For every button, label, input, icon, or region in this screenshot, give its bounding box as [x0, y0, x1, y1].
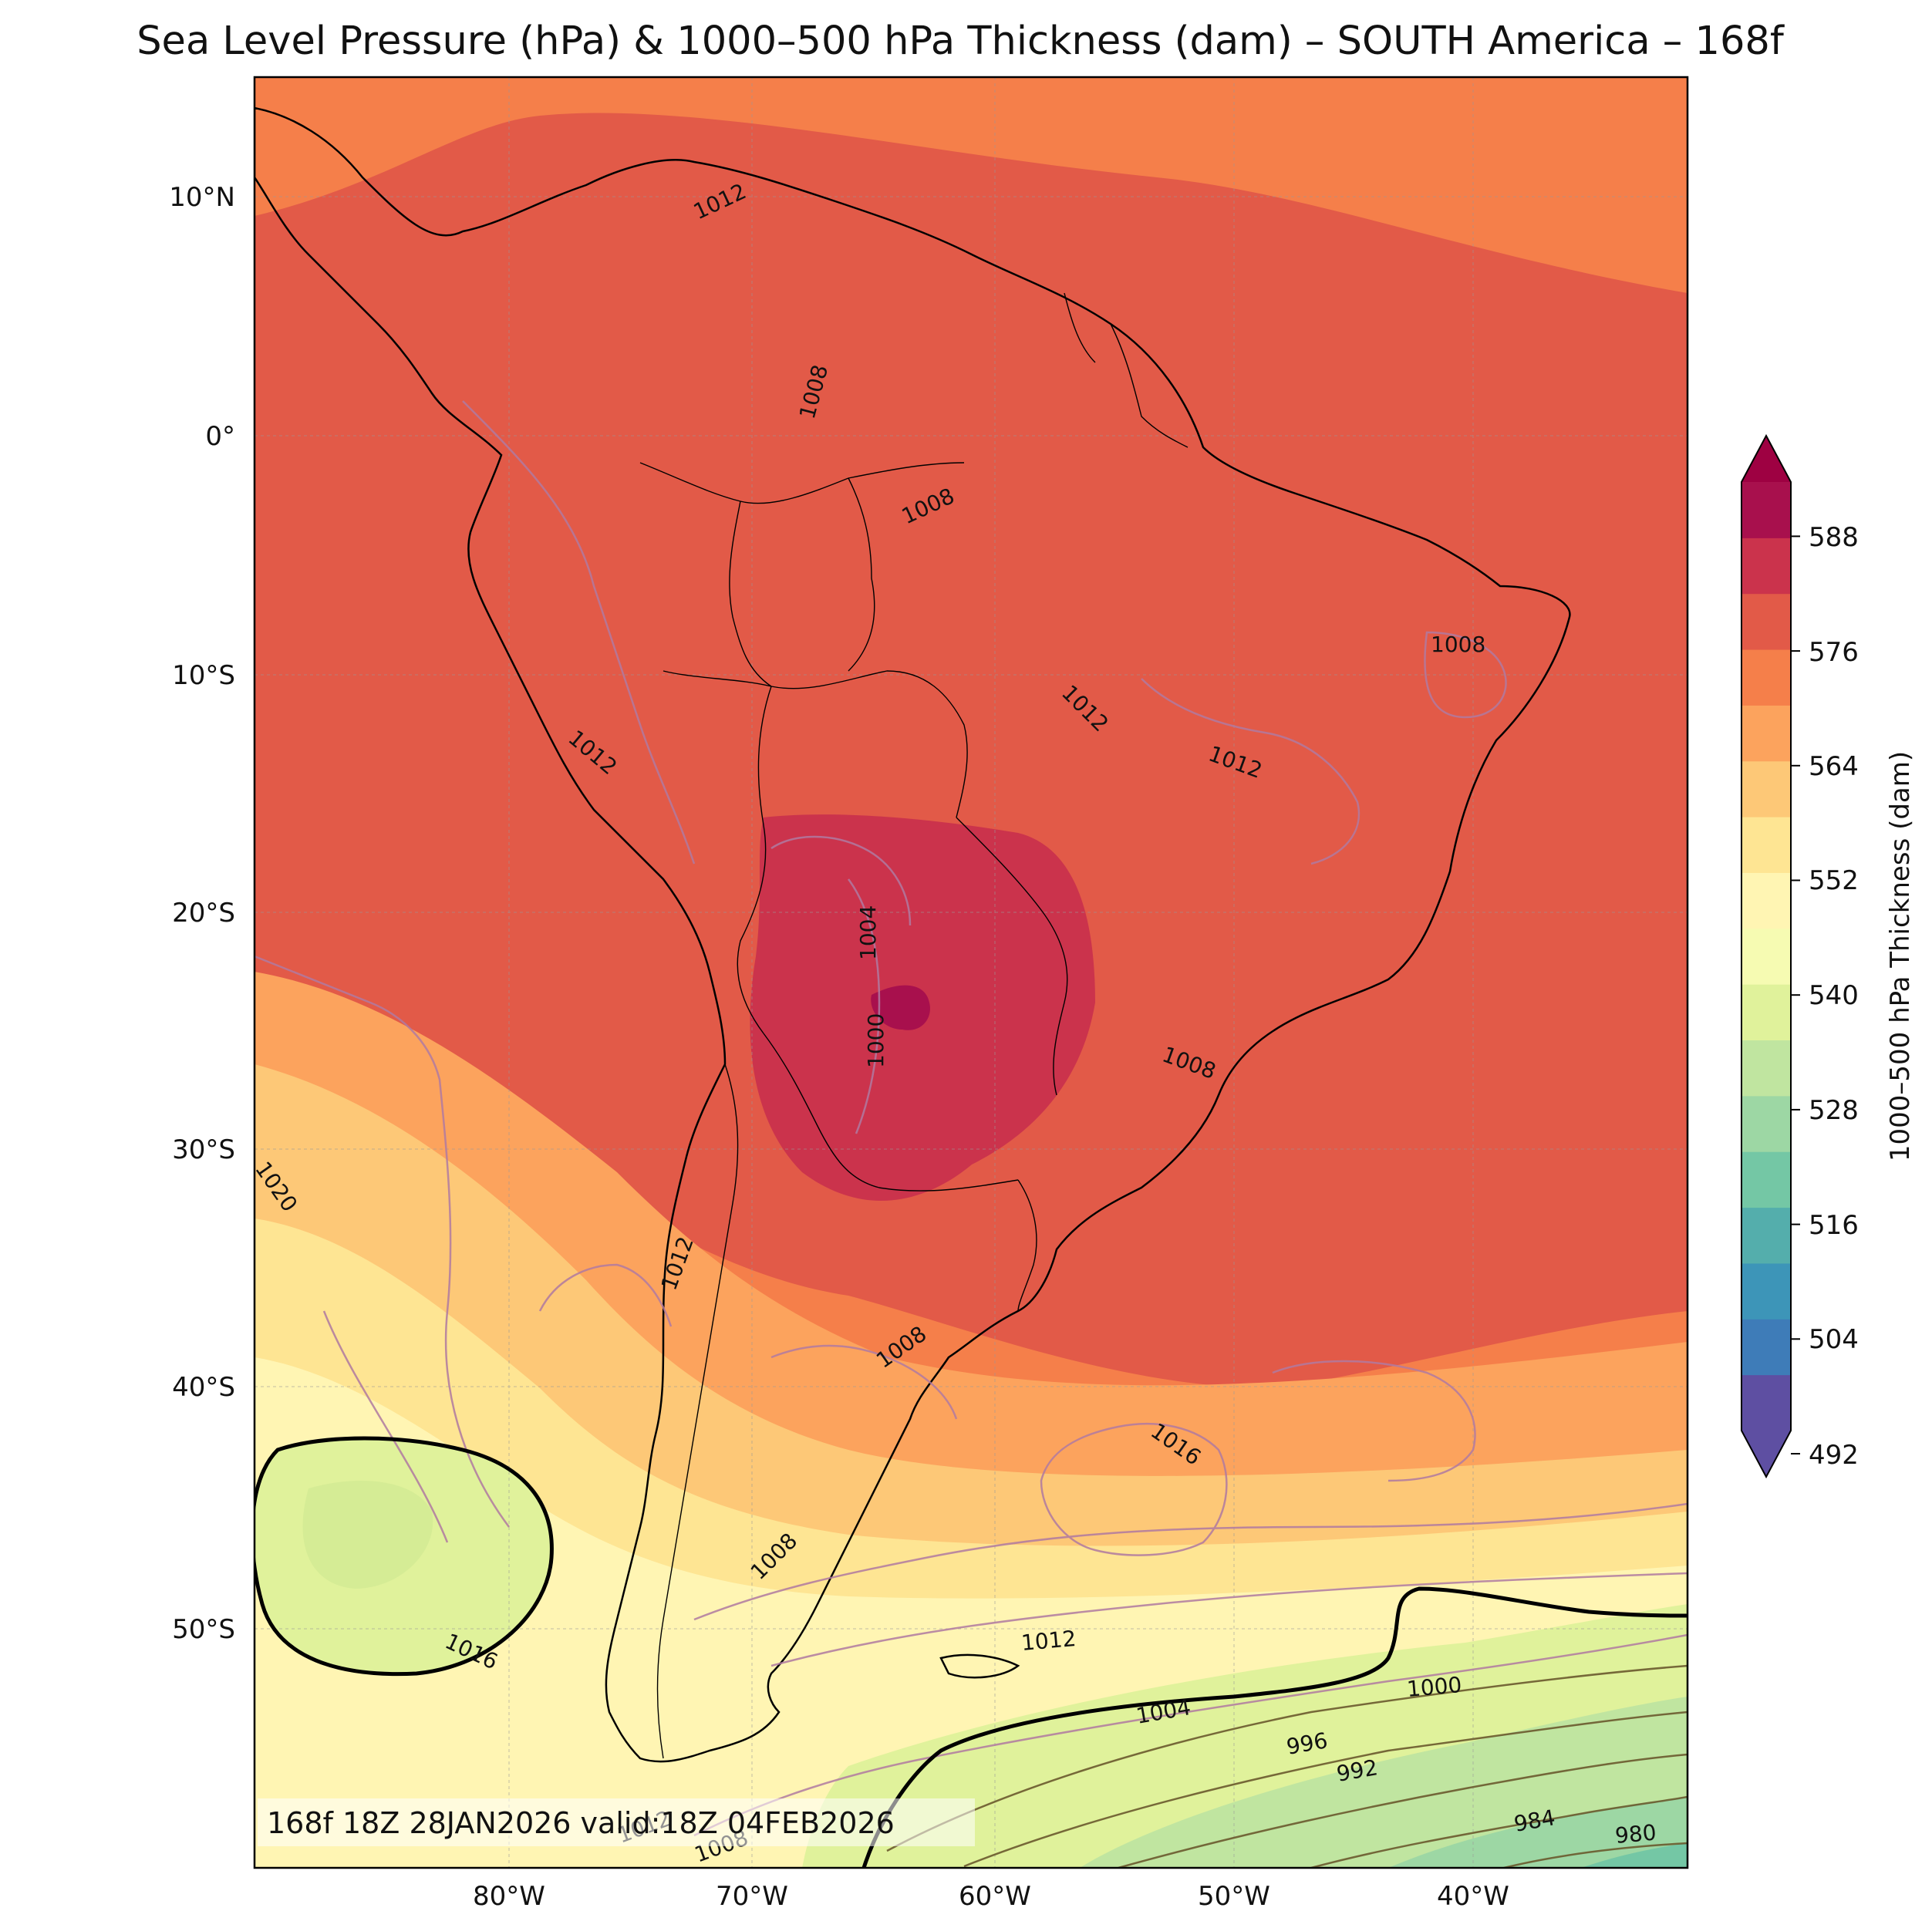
lat-label: 10°N	[169, 182, 235, 213]
isobar-label: 1000	[1406, 1672, 1463, 1702]
colorbar-segment	[1741, 538, 1791, 595]
isobar-label: 1008	[1431, 632, 1485, 657]
colorbar-frame	[1741, 433, 1792, 1479]
isobar-label: 980	[1614, 1819, 1657, 1849]
country-borders	[639, 292, 1189, 1759]
valid-time-text: 168f 18Z 28JAN2026 valid:18Z 04FEB2026	[267, 1806, 895, 1840]
lat-label: 0°	[205, 421, 235, 452]
lon-label: 80°W	[473, 1881, 545, 1912]
continent-coastline	[255, 106, 1571, 1763]
lat-label: 20°S	[172, 898, 235, 929]
thickness-band-588	[871, 985, 930, 1030]
colorbar-tick-label: 576	[1809, 637, 1859, 668]
colorbar-segment	[1741, 705, 1791, 762]
colorbar-segment	[1741, 1040, 1791, 1097]
info-box-bg	[258, 1798, 975, 1846]
colorbar-segment	[1741, 1151, 1791, 1208]
falklands-outline	[939, 1653, 1020, 1679]
colorbar-segment	[1741, 593, 1791, 650]
lon-label: 50°W	[1198, 1881, 1270, 1912]
lon-label: 40°W	[1437, 1881, 1509, 1912]
colorbar-tick-label: 528	[1809, 1095, 1859, 1126]
colorbar-tick-label: 504	[1809, 1324, 1859, 1355]
lat-label: 10°S	[172, 660, 235, 691]
colorbar-segment	[1741, 760, 1791, 817]
colorbar-segments	[1741, 482, 1791, 1431]
low-isobars	[886, 1664, 1688, 1868]
colorbar-segment	[1741, 1319, 1791, 1376]
colorbar-tick-label: 540	[1809, 980, 1859, 1011]
high-cell-core	[302, 1481, 433, 1589]
colorbar-segment	[1741, 872, 1791, 929]
colorbar-segment	[1741, 482, 1791, 538]
colorbar-tick-label: 588	[1809, 522, 1859, 553]
colorbar-extend-low	[1741, 1431, 1791, 1477]
colorbar-segment	[1741, 928, 1791, 985]
lon-label: 70°W	[716, 1881, 788, 1912]
colorbar-ticks: 492 504 516 528 540 552 564 576 588	[1791, 522, 1859, 1471]
isobar-label: 1000	[863, 1013, 888, 1068]
latitude-labels: 10°N 0° 10°S 20°S 30°S 40°S 50°S	[169, 182, 235, 1645]
longitude-labels: 80°W 70°W 60°W 50°W 40°W	[473, 1881, 1509, 1912]
isobar-label: 1004	[855, 905, 881, 960]
colorbar: 492 504 516 528 540 552 564 576 588 1000…	[1741, 433, 1916, 1479]
colorbar-tick-label: 564	[1809, 751, 1859, 782]
isobar-label: 1012	[1020, 1626, 1077, 1656]
lat-label: 30°S	[172, 1134, 235, 1165]
colorbar-label: 1000–500 hPa Thickness (dam)	[1885, 751, 1916, 1161]
colorbar-segment	[1741, 1262, 1791, 1320]
colorbar-tick-label: 516	[1809, 1210, 1859, 1241]
high-contour-thick	[255, 1436, 554, 1677]
low-contour-thick	[861, 1586, 1688, 1868]
colorbar-segment	[1741, 1374, 1791, 1431]
lat-label: 50°S	[172, 1614, 235, 1645]
lat-label: 40°S	[172, 1372, 235, 1403]
colorbar-tick-label: 492	[1809, 1440, 1859, 1471]
colorbar-segment	[1741, 817, 1791, 873]
colorbar-segment	[1741, 649, 1791, 706]
colorbar-segment	[1741, 984, 1791, 1041]
thickness-band-576	[255, 113, 1688, 1388]
lon-label: 60°W	[959, 1881, 1031, 1912]
colorbar-segment	[1741, 1095, 1791, 1152]
map-title: Sea Level Pressure (hPa) & 1000–500 hPa …	[137, 19, 1785, 64]
map-panel: 1012 1008 1008 1008 1012 1012 1012 1004 …	[255, 77, 1688, 1868]
colorbar-tick-label: 552	[1809, 865, 1859, 896]
graticule	[255, 77, 1688, 1868]
isobars	[255, 400, 1688, 1837]
thickness-band-516	[1581, 1843, 1688, 1868]
colorbar-extend-high	[1741, 436, 1791, 482]
colorbar-segment	[1741, 1207, 1791, 1264]
map-frame	[253, 76, 1689, 1869]
